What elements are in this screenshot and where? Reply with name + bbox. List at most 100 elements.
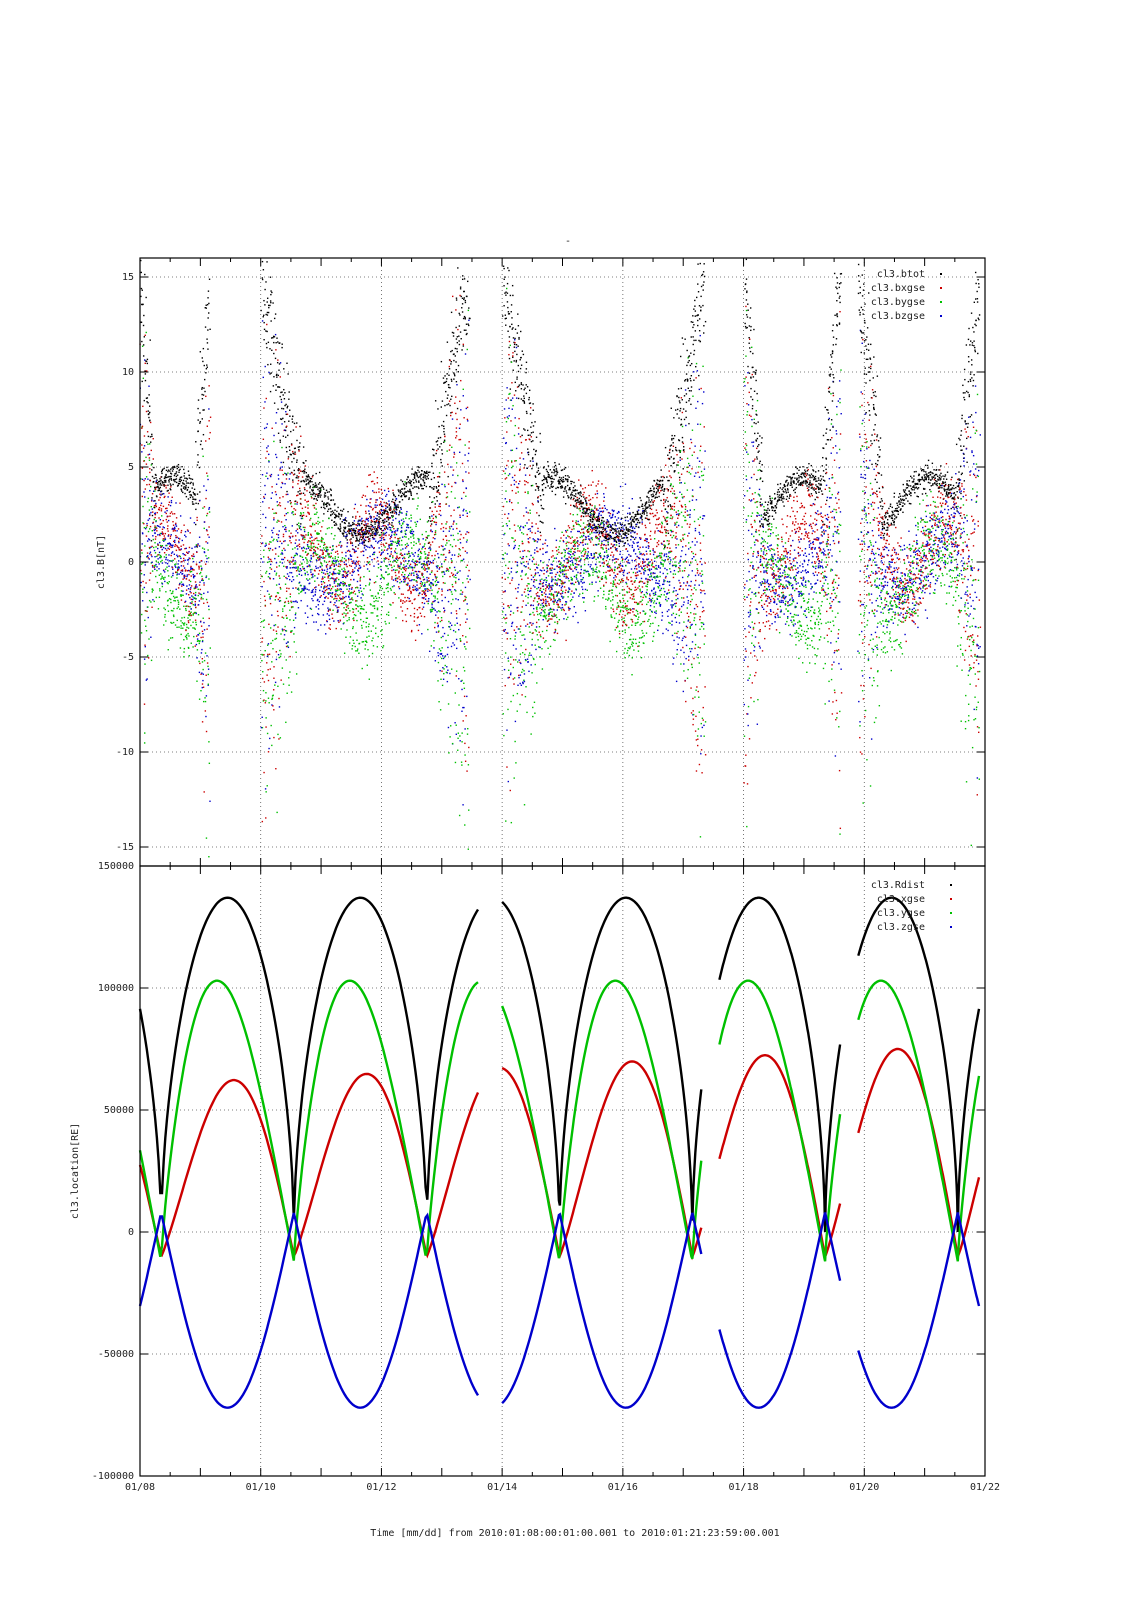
top-data-point: [385, 526, 387, 528]
top-data-point: [192, 482, 194, 484]
top-data-point: [157, 481, 159, 484]
top-data-point: [369, 589, 372, 591]
top-data-point: [150, 441, 152, 443]
top-data-point: [375, 529, 377, 532]
top-data-point: [194, 597, 196, 599]
top-data-point: [387, 567, 389, 570]
top-data-point: [310, 543, 312, 545]
top-data-point: [182, 552, 184, 555]
top-data-point: [402, 522, 404, 524]
top-data-point: [159, 532, 162, 535]
top-data-point: [421, 470, 423, 472]
top-data-point: [347, 557, 350, 560]
top-data-point: [166, 549, 168, 551]
top-data-point: [271, 698, 273, 701]
top-data-point: [144, 488, 147, 490]
top-data-point: [373, 605, 376, 607]
top-data-point: [204, 710, 207, 712]
top-data-point: [395, 506, 398, 509]
top-data-point: [270, 642, 272, 644]
top-data-point: [165, 591, 167, 593]
top-data-point: [346, 533, 348, 536]
top-data-point: [424, 547, 426, 550]
top-data-point: [286, 692, 288, 694]
top-data-point: [343, 526, 345, 529]
top-data-point: [376, 529, 378, 531]
top-data-point: [264, 401, 266, 403]
top-data-point: [306, 543, 309, 546]
top-data-point: [285, 642, 288, 645]
top-data-point: [389, 509, 392, 512]
top-data-point: [304, 536, 306, 538]
top-data-point: [192, 557, 194, 560]
top-data-point: [358, 529, 360, 532]
top-data-point: [439, 650, 442, 652]
top-data-point: [156, 555, 158, 558]
top-data-point: [407, 481, 410, 483]
top-data-point: [413, 607, 416, 610]
top-data-point: [445, 390, 447, 393]
top-data-point: [300, 523, 302, 525]
top-data-point: [384, 528, 386, 531]
top-data-point: [158, 533, 161, 536]
top-data-point: [297, 446, 299, 448]
top-data-point: [460, 295, 462, 298]
top-data-point: [427, 471, 430, 474]
top-data-point: [419, 518, 421, 521]
top-data-point: [144, 370, 147, 372]
top-data-point: [468, 319, 470, 321]
top-data-point: [304, 499, 306, 501]
top-data-point: [174, 527, 176, 530]
top-data-point: [261, 277, 264, 279]
top-data-point: [283, 514, 286, 517]
top-data-point: [323, 541, 325, 544]
top-data-point: [209, 647, 212, 649]
top-data-point: [339, 583, 341, 585]
top-data-point: [343, 575, 345, 577]
top-data-point: [387, 548, 389, 550]
top-data-point: [465, 566, 467, 569]
top-data-point: [368, 561, 371, 563]
top-data-point: [339, 565, 341, 568]
top-data-point: [345, 572, 347, 575]
top-data-point: [506, 416, 509, 418]
top-data-point: [335, 562, 337, 564]
top-data-point: [416, 624, 418, 627]
top-data-point: [159, 590, 161, 592]
top-data-point: [285, 413, 288, 416]
top-data-point: [512, 369, 514, 371]
top-data-point: [287, 434, 289, 437]
top-data-point: [356, 569, 359, 571]
top-data-point: [442, 635, 444, 638]
top-data-point: [421, 597, 424, 599]
top-data-point: [510, 484, 512, 486]
top-data-point: [264, 788, 267, 790]
top-data-point: [273, 317, 276, 320]
top-data-point: [165, 484, 167, 487]
top-data-point: [442, 530, 445, 533]
top-data-point: [205, 541, 207, 543]
top-data-point: [260, 726, 263, 729]
top-data-point: [159, 484, 161, 486]
top-data-point: [461, 462, 464, 465]
top-data-point: [368, 474, 370, 476]
top-data-point: [346, 535, 348, 537]
top-data-point: [292, 606, 294, 608]
top-data-point: [286, 413, 289, 415]
top-data-point: [381, 514, 384, 517]
top-data-point: [321, 541, 323, 543]
top-data-point: [425, 564, 427, 566]
top-data-point: [190, 575, 192, 577]
top-data-point: [510, 604, 512, 607]
top-data-point: [180, 595, 182, 597]
top-data-point: [466, 295, 468, 298]
top-data-point: [377, 567, 380, 569]
top-data-point: [341, 598, 344, 600]
top-data-point: [191, 503, 194, 505]
top-data-point: [458, 312, 460, 315]
top-data-point: [287, 544, 289, 546]
top-data-point: [268, 653, 271, 655]
top-data-point: [429, 560, 431, 563]
top-data-point: [504, 417, 506, 419]
top-data-point: [438, 513, 440, 516]
